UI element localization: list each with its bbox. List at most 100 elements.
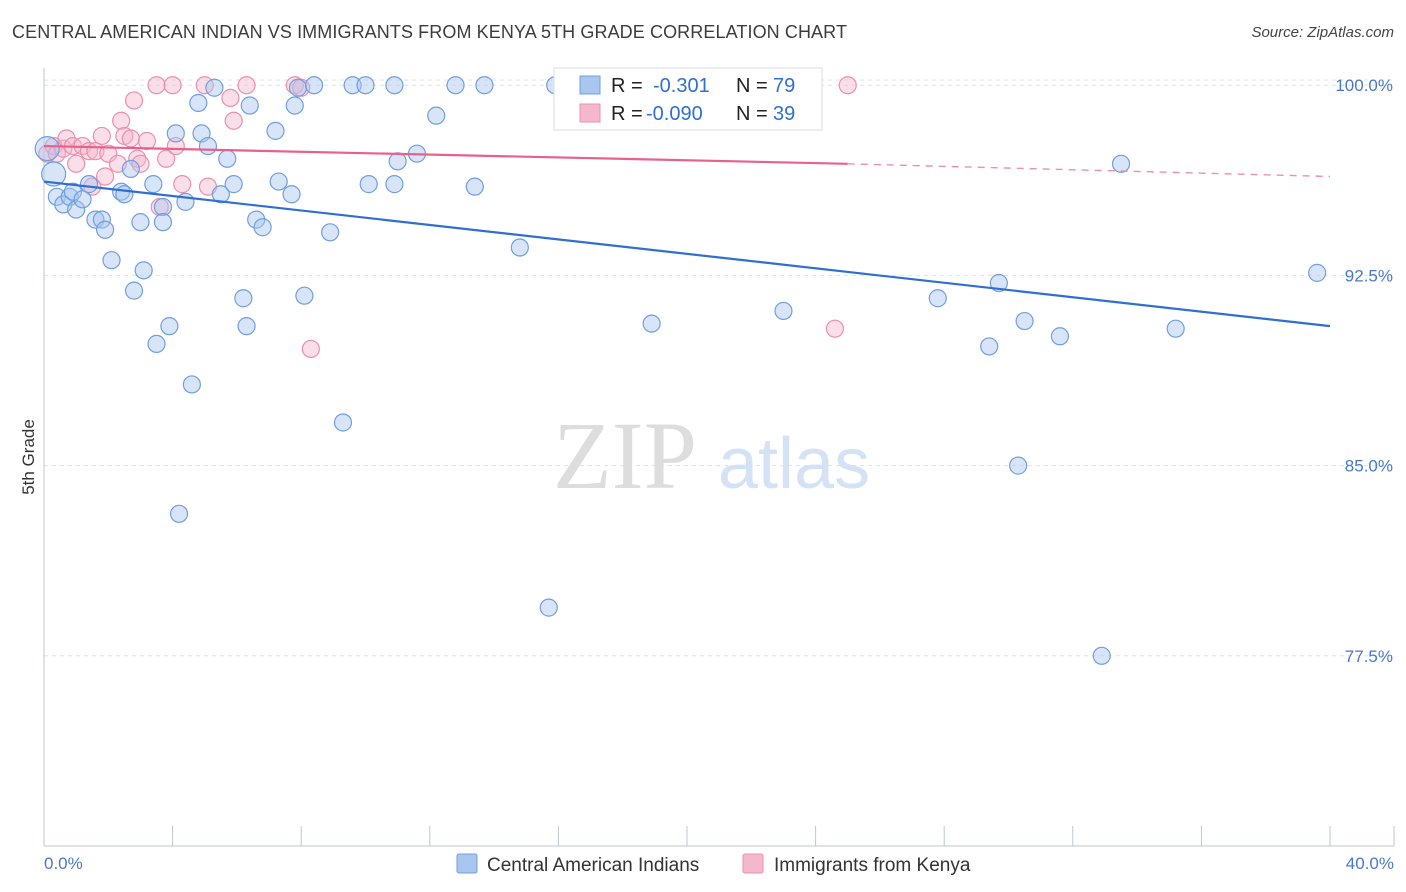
central-american-indian-point (253, 218, 272, 237)
kenya-point (224, 111, 243, 130)
grid-lines (44, 79, 1394, 657)
legend-swatch-pink (742, 853, 764, 874)
central-american-indian-point (269, 172, 288, 191)
central-american-indian-point (343, 76, 362, 95)
central-american-indian-point (285, 96, 304, 115)
central-american-indian-point (237, 317, 256, 336)
legend: Central American Indians Immigrants from… (456, 853, 971, 876)
central-american-indian-trendline (43, 180, 1331, 328)
kenya-point (221, 88, 240, 107)
stats-pink-n-value: 39 (773, 103, 795, 125)
stats-pink-r-value: -0.090 (646, 103, 703, 125)
central-american-indian-point (1050, 327, 1070, 346)
kenya-trendline (43, 144, 848, 165)
kenya-point (92, 126, 111, 146)
central-american-indian-point (1166, 319, 1185, 338)
central-american-indian-point (115, 185, 134, 204)
central-american-indian-point (510, 238, 529, 257)
central-american-indian-point (288, 78, 308, 97)
y-tick-labels: 77.5% 85.0% 92.5% 100.0% (1335, 76, 1393, 666)
x-tick-label-min: 0.0% (44, 854, 83, 873)
stats-blue-r-label: R = (611, 75, 643, 97)
central-american-indian-point (980, 337, 999, 356)
stats-box: R = -0.301 N = 79 R = -0.090 N = 39 (553, 67, 823, 131)
chart-title: CENTRAL AMERICAN INDIAN VS IMMIGRANTS FR… (12, 22, 848, 42)
kenya-point (301, 339, 320, 359)
y-axis-title: 5th Grade (19, 419, 38, 495)
x-tick-label-max: 40.0% (1346, 854, 1394, 873)
central-american-indian-point (153, 197, 173, 217)
central-american-indian-point (182, 375, 201, 394)
central-american-indian-point (121, 159, 140, 179)
central-american-indian-point (1308, 263, 1327, 282)
central-american-indian-point (304, 76, 324, 95)
central-american-indian-point (218, 149, 237, 168)
kenya-point (163, 76, 182, 95)
central-american-indian-point (774, 301, 793, 321)
central-american-indian-point (144, 175, 163, 194)
kenya-point (157, 149, 176, 168)
central-american-indian-point (240, 96, 259, 115)
central-american-indian-point (166, 124, 185, 143)
stats-blue-n-value: 79 (773, 75, 795, 97)
central-american-indian-point (79, 175, 99, 194)
central-american-indian-point (385, 175, 404, 194)
central-american-indian-point (34, 136, 60, 162)
x-axis-ticks (43, 826, 1395, 846)
central-american-indian-point (989, 273, 1008, 293)
central-american-indian-point (247, 210, 266, 229)
central-american-indian-point (465, 177, 484, 196)
y-tick-label: 100.0% (1335, 76, 1393, 95)
kenya-point (838, 76, 857, 95)
kenya-point (137, 131, 156, 151)
central-american-indian-point (124, 281, 144, 300)
legend-label-blue: Central American Indians (487, 855, 699, 876)
central-american-indian-point (189, 93, 208, 113)
central-american-indian-point (356, 76, 375, 95)
central-american-indian-point (131, 213, 150, 232)
kenya-point (825, 319, 844, 338)
stats-swatch-pink (579, 103, 601, 123)
central-american-indian-point (73, 190, 92, 209)
central-american-indian-point (1092, 646, 1111, 665)
central-american-indian-point (642, 314, 661, 333)
kenya-point (237, 76, 256, 95)
kenya-point (128, 149, 147, 168)
kenya-point (147, 76, 166, 95)
central-american-indian-point (1015, 311, 1034, 331)
y-tick-label: 85.0% (1345, 457, 1393, 476)
y-tick-label: 92.5% (1345, 266, 1393, 285)
central-american-indian-point (95, 220, 115, 239)
central-american-indian-point (198, 136, 218, 156)
central-american-indian-point (266, 121, 285, 140)
stats-pink-n-label: N = (736, 103, 768, 125)
central-american-indian-point (321, 223, 340, 242)
central-american-indian-point (282, 185, 301, 204)
central-american-indian-point (41, 161, 67, 187)
kenya-points (38, 76, 857, 359)
kenya-point (67, 154, 86, 173)
stats-pink-r-label: R = (611, 103, 643, 125)
central-american-indian-point (47, 187, 66, 206)
kenya-point (166, 136, 185, 156)
central-american-indian-point (359, 175, 378, 194)
watermark-atlas: atlas (718, 424, 870, 504)
kenya-point (131, 154, 150, 173)
kenya-point (173, 175, 192, 194)
source-credit: Source: ZipAtlas.com (1251, 24, 1394, 41)
central-american-indian-point (205, 78, 224, 97)
central-american-indian-point (539, 598, 558, 617)
kenya-point (112, 111, 131, 130)
central-american-indian-point (385, 76, 404, 95)
central-american-indian-point (147, 334, 166, 353)
central-american-indian-point (1111, 154, 1131, 173)
kenya-trendline-extension (847, 163, 1331, 178)
kenya-point (121, 129, 140, 148)
kenya-point (95, 167, 115, 186)
central-american-indian-point (333, 413, 353, 432)
central-american-indian-point (102, 251, 121, 270)
watermark-zip: ZIP (553, 402, 697, 509)
kenya-point (124, 91, 144, 110)
central-american-indian-point (928, 289, 947, 308)
